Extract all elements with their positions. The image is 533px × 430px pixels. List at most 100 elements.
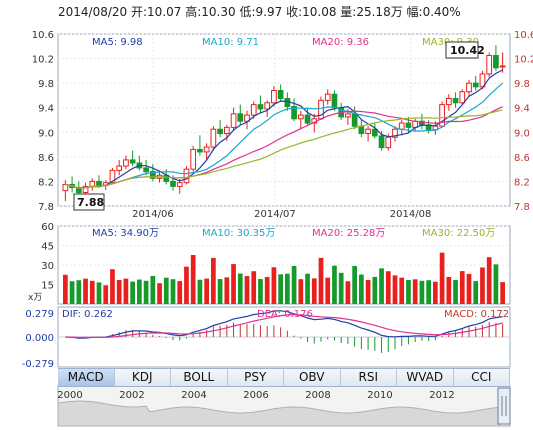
- close-value: 10.08: [302, 5, 337, 19]
- high-value: 10.30: [201, 5, 236, 19]
- candle-body: [365, 128, 371, 135]
- macd-dif-legend: DIF: 0.262: [62, 309, 113, 320]
- volume-ytick: 45: [41, 242, 54, 253]
- volume-ma5-legend: MA5: 34.90万: [92, 228, 159, 239]
- volume-bar: [278, 274, 283, 304]
- price-ytick-right: 8.6: [514, 153, 530, 164]
- volume-bar: [170, 279, 176, 304]
- candle-body: [345, 113, 351, 118]
- volume-bar: [311, 278, 317, 304]
- candle-body: [466, 82, 472, 93]
- navigator-year-label: 2004: [181, 390, 206, 401]
- volume-bar: [446, 277, 452, 304]
- navigator-year-label: 2008: [305, 390, 330, 401]
- volume-bar: [352, 265, 357, 304]
- volume-bar: [197, 279, 203, 304]
- tab-boll[interactable]: BOLL: [171, 369, 228, 386]
- candle-body: [257, 104, 264, 110]
- volume-bar: [110, 269, 115, 304]
- volume-bar: [486, 257, 492, 304]
- macd-value-legend: MACD: 0.172: [444, 309, 509, 320]
- candle-body: [459, 91, 466, 104]
- price-ytick-right: 10.6: [514, 30, 533, 41]
- price-xtick: 2014/07: [254, 209, 296, 220]
- candle-body: [149, 171, 156, 179]
- volume-bar: [204, 278, 209, 304]
- tab-cci[interactable]: CCI: [454, 369, 510, 386]
- volume-bar: [83, 278, 88, 304]
- macd-ytick: -0.279: [22, 359, 54, 370]
- volume-bar: [258, 279, 263, 304]
- moving-average-ma10: [65, 82, 504, 189]
- macd-dea-legend: DEA: 0.176: [257, 309, 313, 320]
- candle-body: [197, 148, 203, 153]
- volume-bar: [298, 279, 304, 304]
- tab-rsi[interactable]: RSI: [341, 369, 397, 386]
- tab-psy[interactable]: PSY: [228, 369, 284, 386]
- price-ma10-legend: MA10: 9.71: [202, 37, 259, 48]
- volume-bar: [130, 281, 135, 304]
- volume-bar: [459, 271, 465, 304]
- volume-ytick: 15: [41, 281, 54, 292]
- volume-bar: [190, 254, 196, 304]
- price-ytick-right: 7.8: [514, 202, 530, 213]
- volume-bar: [76, 280, 82, 304]
- tab-obv[interactable]: OBV: [284, 369, 341, 386]
- quote-header: 2014/08/20 开:10.07 高:10.30 低:9.97 收:10.0…: [58, 3, 461, 20]
- open-label: 开:: [131, 5, 148, 19]
- volume-bar: [143, 280, 149, 304]
- volume-bar: [325, 277, 331, 304]
- volume-bar: [372, 276, 378, 304]
- candle-body: [499, 65, 506, 68]
- close-label: 收:: [286, 5, 303, 19]
- volume-ytick: 30: [41, 261, 54, 272]
- candle-body: [493, 55, 499, 69]
- volume-bar: [305, 273, 310, 304]
- candle-body: [472, 82, 479, 88]
- volume-bar: [251, 271, 257, 304]
- high-callout: 10.42: [445, 41, 485, 59]
- price-ytick-right: 9.0: [514, 128, 530, 139]
- tab-wvad[interactable]: WVAD: [397, 369, 454, 386]
- volume-bar: [500, 282, 505, 304]
- volume-bar: [137, 279, 142, 304]
- candle-body: [291, 105, 297, 120]
- volume-unit: x万: [28, 293, 42, 303]
- navigator-year-label: 2006: [243, 390, 268, 401]
- volume-bar: [96, 282, 102, 304]
- candle-body: [277, 90, 284, 99]
- volume-bar: [345, 281, 351, 304]
- volume-bar: [412, 279, 418, 304]
- tab-kdj[interactable]: KDJ: [115, 369, 171, 386]
- candle-body: [176, 182, 183, 187]
- candle-body: [452, 98, 459, 104]
- volume-bar: [157, 283, 162, 304]
- candle-body: [297, 114, 304, 120]
- volume-bar: [285, 273, 290, 304]
- price-ytick-right: 8.2: [514, 177, 530, 188]
- navigator-year-label: 2012: [429, 390, 454, 401]
- volume-bar: [217, 279, 223, 304]
- candle-body: [371, 128, 378, 137]
- volume-bar: [392, 275, 398, 304]
- volume-ma30-legend: MA30: 22.50万: [422, 228, 495, 239]
- candle-body: [203, 146, 210, 153]
- moving-average-ma5: [65, 69, 503, 189]
- low-callout: 7.88: [73, 193, 105, 211]
- tab-macd[interactable]: MACD: [58, 369, 115, 386]
- navigator-year-label: 2000: [57, 390, 82, 401]
- volume-label: 量:: [340, 5, 357, 19]
- volume-ytick: 60: [41, 222, 54, 233]
- price-ytick-right: 9.4: [514, 104, 530, 115]
- volume-bar: [332, 265, 337, 304]
- macd-ytick: 0.279: [25, 309, 54, 320]
- volume-bar: [69, 281, 75, 304]
- volume-bar: [163, 277, 169, 304]
- volume-bar: [493, 264, 499, 304]
- volume-bar: [433, 281, 438, 304]
- candle-body: [62, 184, 69, 192]
- candle-body: [304, 114, 311, 124]
- macd-dea-line: [65, 314, 503, 338]
- candle-body: [82, 185, 89, 193]
- volume-bar: [237, 273, 243, 304]
